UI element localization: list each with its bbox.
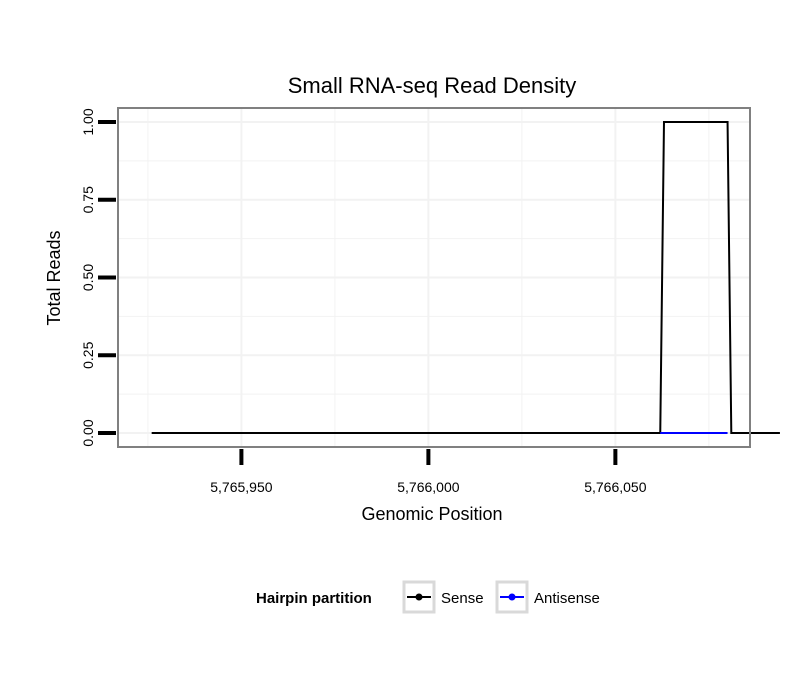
y-tick-label: 1.00 [80,108,96,135]
legend-label: Antisense [534,590,600,607]
legend-title: Hairpin partition [256,590,372,607]
y-axis: 0.00 0.25 0.50 0.75 1.00 [80,108,116,447]
y-axis-title: Total Reads [44,230,64,325]
series-line-sense [151,121,780,434]
legend-key-point [508,593,516,601]
x-tick-label: 5,765,950 [210,479,272,495]
y-tick-label: 0.00 [80,419,96,446]
legend-key-point [415,593,423,601]
legend-items: Sense Antisense [402,580,600,614]
data-series [151,121,780,434]
x-tick-label: 5,766,050 [584,479,646,495]
plot-panel-border [117,107,751,448]
legend-item-antisense: Antisense [495,580,600,614]
legend-item-sense: Sense [402,580,484,614]
legend: Hairpin partition Sense Antisense [256,580,600,614]
y-tick-label: 0.75 [80,186,96,213]
legend-label: Sense [441,590,484,607]
y-tick-label: 0.25 [80,341,96,368]
chart-title: Small RNA-seq Read Density [288,73,577,98]
x-axis: 5,765,950 5,766,000 5,766,050 [210,449,647,495]
y-tick-label: 0.50 [80,264,96,291]
x-tick-label: 5,766,000 [397,479,459,495]
x-axis-title: Genomic Position [361,504,502,524]
